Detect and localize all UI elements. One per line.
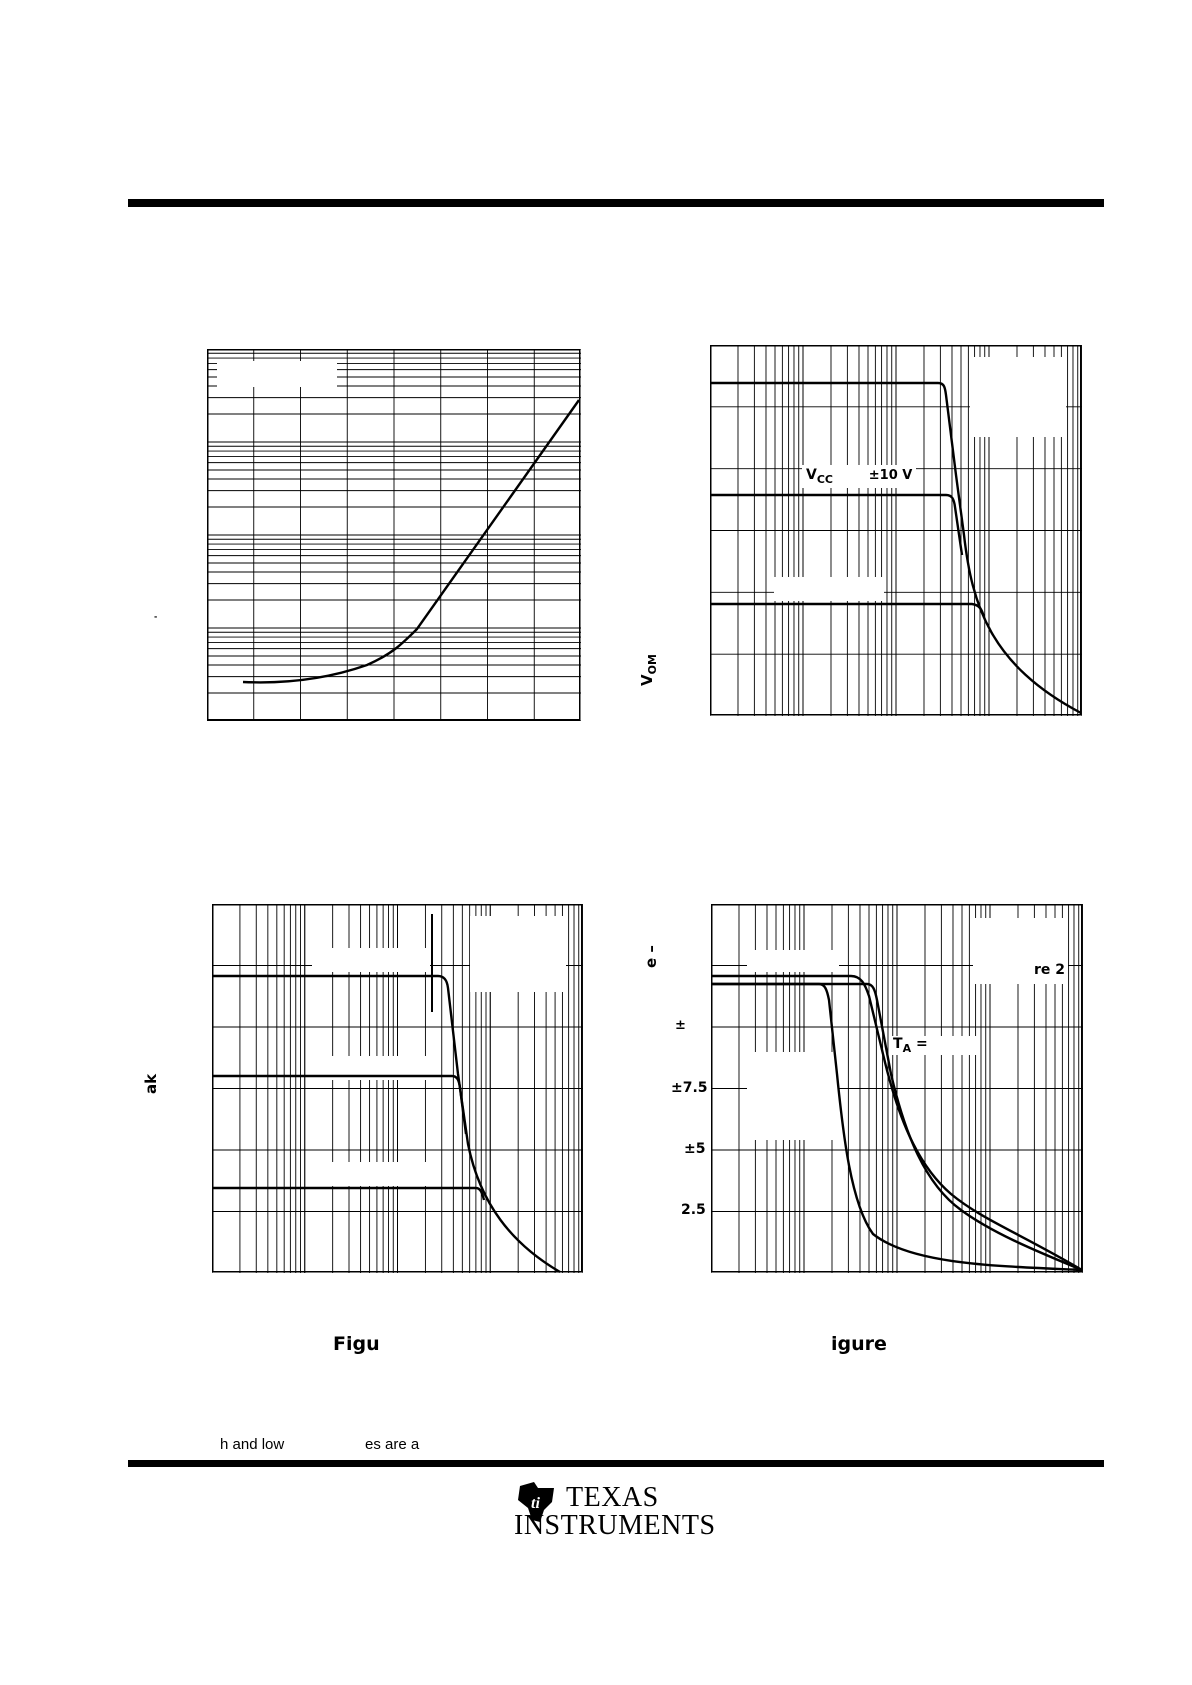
plot-bottom-right-svg (711, 904, 1083, 1273)
vom-axis-label: VOM (638, 654, 659, 686)
plot-top-right: VCC ±10 V (710, 345, 1082, 716)
figure-caption-left: Figu (333, 1333, 380, 1355)
y-tick-7-5: ±7.5 (671, 1080, 708, 1096)
plot-top-right-legend-box (970, 357, 1066, 437)
plot-bottom-left-curve-2 (212, 1074, 468, 1135)
plot-top-left-legend-box (217, 361, 337, 387)
plot-bottom-left-curve-3 (212, 1186, 486, 1201)
plot-bottom-left-svg (212, 904, 583, 1273)
svg-text:ti: ti (531, 1495, 540, 1512)
vcc-value: ±10 V (868, 468, 913, 483)
plot-top-right-svg (710, 345, 1082, 716)
vcc-annotation: VCC ±10 V (802, 465, 917, 488)
logo-line-2: INSTRUMENTS (514, 1510, 716, 1541)
plot-bottom-left-curve-1 (212, 974, 561, 1273)
plot-bottom-left (212, 904, 583, 1273)
plot-top-right-curve-3 (710, 602, 986, 618)
texas-instruments-logo: ti TEXAS INSTRUMENTS (514, 1480, 716, 1550)
footnote-part-1: h and low (220, 1436, 285, 1453)
header-rule (128, 199, 1104, 207)
plot-top-right-label-box (774, 577, 884, 601)
y-tick-pm: ± (675, 1018, 686, 1033)
footnote-part-2: es are a (365, 1436, 420, 1453)
ak-axis-label: ak (142, 1073, 160, 1094)
plot-bottom-right: re 2 TA = (711, 904, 1083, 1273)
plot-top-left (207, 349, 581, 721)
plot-bottom-left-label-box-3 (312, 1162, 430, 1186)
plot-bottom-right-frame (711, 904, 1083, 1273)
ti-emblem-icon: ti (518, 1482, 554, 1522)
figure-caption-right: igure (831, 1333, 887, 1355)
y-tick-5: ±5 (684, 1141, 706, 1157)
plot-top-right-curve-1 (710, 381, 1082, 715)
logo-line-1: TEXAS (566, 1482, 659, 1513)
plot-top-right-curve-2 (710, 493, 964, 556)
plot-top-left-svg (207, 349, 581, 721)
plot-top-left-curve (242, 399, 580, 684)
plot-top-right-frame (710, 345, 1082, 716)
plot-bottom-left-legend-box (470, 916, 566, 992)
plot-top-left-frame (207, 349, 581, 721)
footer-rule (128, 1460, 1104, 1467)
y-tick-2-5: 2.5 (681, 1202, 706, 1218)
plot-bottom-right-label-box-1 (747, 950, 839, 972)
plot-bottom-right-curve-2 (711, 982, 1083, 1272)
e-axis-label: e – (642, 945, 660, 968)
plot-bottom-left-label-box-1 (312, 948, 430, 972)
plot-bottom-right-label-box-2 (747, 1052, 839, 1140)
plot-bottom-left-frame (212, 904, 583, 1273)
ta-annotation: TA = (889, 1036, 977, 1055)
re2-annotation: re 2 (1031, 962, 1069, 978)
plot-bottom-right-curve-3 (711, 982, 1083, 1272)
stray-mark: - (154, 612, 158, 621)
